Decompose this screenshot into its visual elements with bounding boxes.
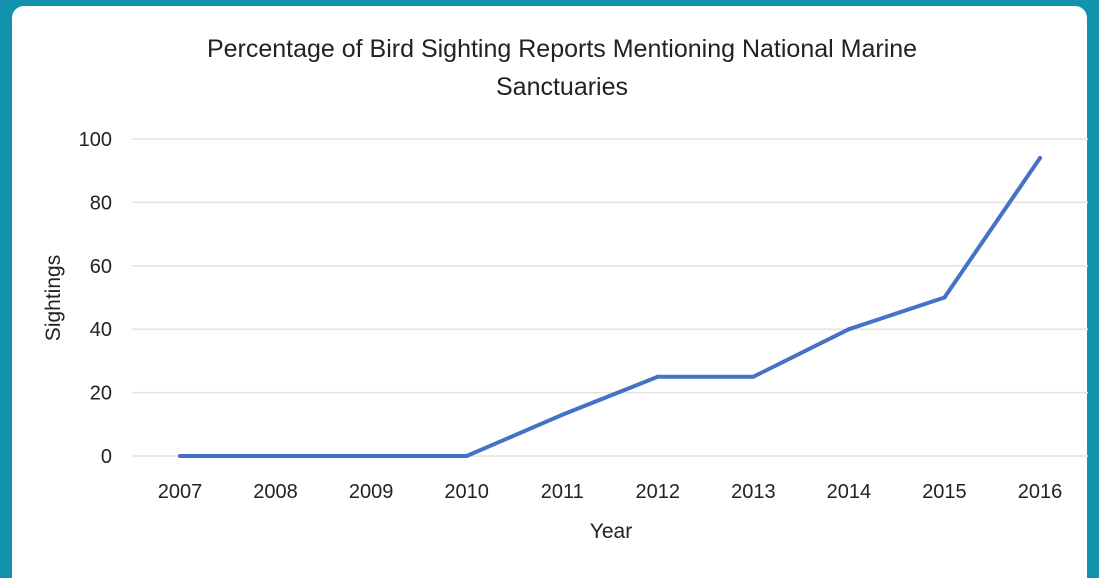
x-tick-label: 2015 [922,481,967,503]
data-point-2009 [369,454,374,458]
chart-panel [12,6,1087,578]
x-tick-label: 2011 [541,481,584,503]
x-tick-label: 2010 [444,481,489,503]
data-point-2015 [942,295,947,300]
x-tick-label: 2007 [158,481,203,503]
x-tick-label: 2008 [253,481,298,503]
x-tick-label: 2012 [636,481,681,503]
chart-title-line-2: Sanctuaries [496,73,628,101]
data-point-2014 [846,327,851,332]
data-point-2011 [560,412,565,417]
y-axis-label: Sightings [42,255,65,341]
data-point-2010 [464,454,469,458]
data-point-2016 [1038,156,1042,161]
data-point-2013 [751,374,756,379]
data-point-2012 [655,374,660,379]
data-point-2008 [273,454,278,458]
y-tick-label: 60 [90,256,112,278]
x-axis-ticks: 2007 2008 2009 2010 2011 2012 2013 2014 2015 2016 [158,481,1063,503]
y-tick-label: 40 [90,319,112,341]
x-tick-label: 2014 [827,481,872,503]
y-tick-label: 20 [90,383,112,405]
y-tick-label: 100 [79,129,112,151]
x-tick-label: 2009 [349,481,394,503]
series-line-0 [178,156,1042,458]
y-tick-label: 0 [101,446,112,468]
data-point-2007 [178,454,182,458]
x-tick-label: 2016 [1018,481,1063,503]
x-tick-label: 2013 [731,481,776,503]
y-axis-ticks: 0 20 40 60 80 100 [79,129,112,468]
x-axis-label: Year [590,520,632,543]
chart-title-line-1: Percentage of Bird Sighting Reports Ment… [207,35,917,63]
y-tick-label: 80 [90,192,112,214]
data-series [178,156,1042,458]
